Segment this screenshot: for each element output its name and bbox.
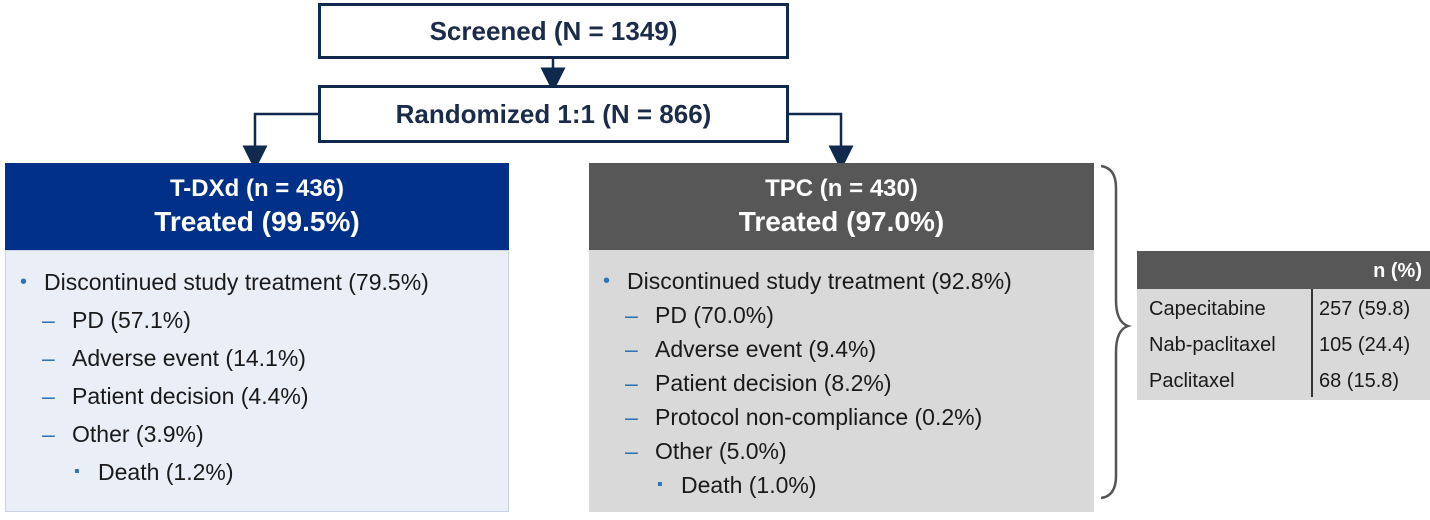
tpc-list-item-text: Discontinued study treatment (92.8%) (627, 268, 1012, 294)
screened-label: Screened (N = 1349) (429, 15, 678, 46)
tdxd-list-item: – Patient decision (4.4%) (18, 379, 508, 417)
tdxd-list-item: – PD (57.1%) (18, 303, 508, 341)
tpc-list-item: – PD (70.0%) (601, 298, 1094, 332)
randomized-box: Randomized 1:1 (N = 866) (318, 85, 789, 143)
tdxd-arm-title: T-DXd (n = 436) (169, 174, 345, 202)
table-row: Capecitabine 257 (59.8) (1137, 289, 1430, 325)
table-cell-n: 68 (15.8) (1311, 361, 1430, 397)
tdxd-list-item-text: Other (3.9%) (72, 421, 204, 447)
table-row: Nab-paclitaxel 105 (24.4) (1137, 325, 1430, 361)
dash-icon: – (42, 421, 55, 447)
tpc-arm-title: TPC (n = 430) (765, 174, 918, 202)
tpc-arm-treated: Treated (97.0%) (738, 205, 945, 237)
dash-icon: – (625, 336, 638, 362)
dash-icon: – (42, 383, 55, 409)
tpc-list-item-text: Death (1.0%) (681, 472, 817, 498)
tpc-list-item-text: Patient decision (8.2%) (655, 370, 892, 396)
bullet-icon: • (20, 271, 28, 293)
tpc-list-item-text: Other (5.0%) (655, 438, 787, 464)
arrow-randomized-to-tdxd (242, 112, 318, 171)
table-row: Paclitaxel 68 (15.8) (1137, 361, 1430, 397)
dash-icon: – (625, 302, 638, 328)
tdxd-arm-treated: Treated (99.5%) (154, 205, 360, 237)
tdxd-list-item-text: Adverse event (14.1%) (72, 345, 306, 371)
table-cell-drug: Nab-paclitaxel (1149, 334, 1276, 356)
dash-icon: – (42, 345, 55, 371)
tdxd-list-item-text: PD (57.1%) (72, 307, 191, 333)
tpc-brace (1100, 164, 1132, 500)
tpc-arm-details: • Discontinued study treatment (92.8%) – PD… (589, 250, 1094, 512)
tdxd-list-item: – Other (3.9%) (18, 417, 508, 455)
tpc-list-item-text: PD (70.0%) (655, 302, 774, 328)
tdxd-arm-details: • Discontinued study treatment (79.5%) – PD… (5, 250, 509, 512)
table-cell-drug: Capecitabine (1149, 298, 1266, 320)
tpc-list-item: ▪ Death (1.0%) (601, 468, 1094, 502)
square-bullet-icon: ▪ (74, 463, 80, 480)
randomized-label: Randomized 1:1 (N = 866) (395, 98, 712, 129)
dash-icon: – (625, 404, 638, 430)
screened-box: Screened (N = 1349) (318, 3, 789, 59)
table-cell-n: 105 (24.4) (1311, 325, 1430, 361)
tdxd-list-item: • Discontinued study treatment (79.5%) (18, 265, 508, 303)
dash-icon: – (625, 370, 638, 396)
tdxd-list-item-text: Discontinued study treatment (79.5%) (44, 269, 429, 295)
tpc-list-item: – Adverse event (9.4%) (601, 332, 1094, 366)
tpc-list-item-text: Adverse event (9.4%) (655, 336, 877, 362)
tdxd-list-item-text: Death (1.2%) (98, 459, 234, 485)
dash-icon: – (625, 438, 638, 464)
tpc-breakdown-table: n (%) Capecitabine 257 (59.8) Nab-paclit… (1137, 251, 1430, 400)
table-cell-drug: Paclitaxel (1149, 370, 1235, 392)
arrow-randomized-to-tpc (789, 112, 854, 171)
dash-icon: – (42, 307, 55, 333)
tpc-list-item: – Protocol non-compliance (0.2%) (601, 400, 1094, 434)
tdxd-list-item: – Adverse event (14.1%) (18, 341, 508, 379)
tdxd-list-item-text: Patient decision (4.4%) (72, 383, 309, 409)
tdxd-arm-header: T-DXd (n = 436) Treated (99.5%) (5, 163, 509, 250)
tpc-arm-header: TPC (n = 430) Treated (97.0%) (589, 163, 1094, 250)
square-bullet-icon: ▪ (657, 476, 663, 493)
tpc-list-item: – Patient decision (8.2%) (601, 366, 1094, 400)
bullet-icon: • (603, 270, 611, 292)
tpc-list-item-text: Protocol non-compliance (0.2%) (655, 404, 983, 430)
table-cell-n: 257 (59.8) (1311, 289, 1430, 325)
table-header: n (%) (1137, 251, 1430, 289)
tdxd-list-item: ▪ Death (1.2%) (18, 455, 508, 493)
tpc-list-item: – Other (5.0%) (601, 434, 1094, 468)
tpc-list-item: • Discontinued study treatment (92.8%) (601, 264, 1094, 298)
